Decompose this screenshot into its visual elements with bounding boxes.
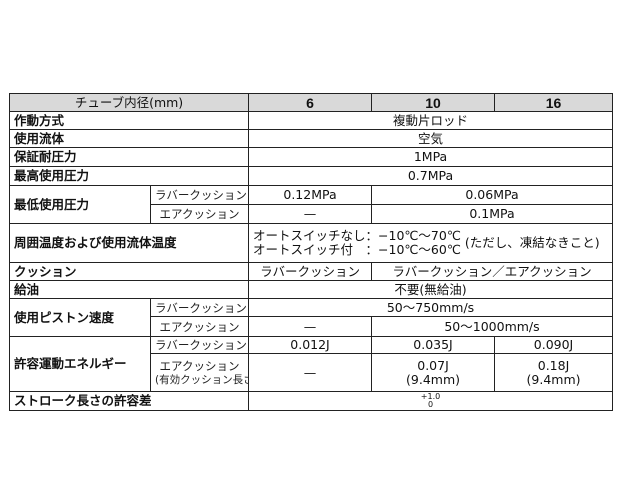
label-lubrication: 給油 <box>8 280 250 299</box>
value-speed-air-6: — <box>248 316 373 337</box>
sublabel-air: エアクッション <box>149 204 250 224</box>
cushion-length-10: (9.4mm) <box>406 371 461 387</box>
label-piston-speed: 使用ピストン速度 <box>9 298 151 337</box>
value-cushion-10-16: ラバークッション／エアクッション <box>371 262 614 281</box>
temp-line-1: オートスイッチなし：−10℃〜70℃ <box>253 228 461 243</box>
stroke-upper: +1.0 <box>420 392 441 401</box>
value-min-air-10-16: 0.1MPa <box>371 204 614 224</box>
row-max-pressure: 最高使用圧力 0.7MPa <box>8 166 614 186</box>
value-fluid: 空気 <box>248 129 614 148</box>
header-row: チューブ内径(mm) 6 10 16 <box>8 93 614 112</box>
value-energy-air-16: 0.18J (9.4mm) <box>494 353 614 392</box>
label-min-pressure: 最低使用圧力 <box>9 185 151 224</box>
temp-note: (ただし、凍結なきこと) <box>464 235 600 250</box>
value-speed-rubber: 50〜750mm/s <box>248 298 614 317</box>
value-min-rubber-6: 0.12MPa <box>248 185 373 205</box>
label-cushion: クッション <box>8 262 250 281</box>
value-energy-rubber-16: 0.090J <box>494 336 614 354</box>
sublabel-air-cushion-length: エアクッション (有効クッション長さ) <box>149 353 250 392</box>
header-size-6: 6 <box>248 93 373 112</box>
energy-air-10: 0.07J <box>417 357 449 373</box>
sublabel-rubber: ラバークッション <box>149 185 250 205</box>
value-proof: 1MPa <box>248 147 614 167</box>
row-action: 作動方式 複動片ロッド <box>8 111 614 130</box>
row-energy-rubber: 許容運動エネルギー ラバークッション 0.012J 0.035J 0.090J <box>9 336 614 392</box>
row-speed-air: エアクッション — 50〜1000mm/s <box>10 316 614 337</box>
header-size-16: 16 <box>494 93 614 112</box>
header-size-10: 10 <box>371 93 496 112</box>
sublabel-air: エアクッション <box>159 358 240 373</box>
sublabel-air: エアクッション <box>149 316 250 337</box>
energy-air-16: 0.18J <box>537 357 570 373</box>
label-action: 作動方式 <box>8 111 250 130</box>
value-lubrication: 不要(無給油) <box>248 280 614 299</box>
value-stroke: +1.0 0 <box>248 391 614 411</box>
row-temperature: 周囲温度および使用流体温度 オートスイッチなし：−10℃〜70℃ オートスイッチ付… <box>8 223 614 263</box>
row-lubrication: 給油 不要(無給油) <box>8 280 614 299</box>
cushion-length-16: (9.4mm) <box>526 371 581 387</box>
spec-table: チューブ内径(mm) 6 10 16 作動方式 複動片ロッド 使用流体 空気 保… <box>8 93 614 411</box>
value-speed-air-10-16: 50〜1000mm/s <box>371 316 614 337</box>
value-max-pressure: 0.7MPa <box>248 166 614 186</box>
value-action: 複動片ロッド <box>248 111 614 130</box>
label-energy: 許容運動エネルギー <box>9 336 151 392</box>
sublabel-rubber: ラバークッション <box>149 298 250 317</box>
value-min-rubber-10-16: 0.06MPa <box>371 185 614 205</box>
label-proof: 保証耐圧力 <box>8 147 250 167</box>
value-energy-rubber-6: 0.012J <box>248 336 373 354</box>
label-max-pressure: 最高使用圧力 <box>8 166 250 186</box>
value-energy-rubber-10: 0.035J <box>371 336 496 354</box>
value-min-air-6: — <box>248 204 373 224</box>
row-min-pressure-rubber: 最低使用圧力 ラバークッション 0.12MPa 0.06MPa <box>9 185 614 224</box>
value-energy-air-10: 0.07J (9.4mm) <box>371 353 496 392</box>
row-fluid: 使用流体 空気 <box>8 129 614 148</box>
label-temperature: 周囲温度および使用流体温度 <box>8 223 250 263</box>
sublabel-rubber: ラバークッション <box>149 336 250 354</box>
temp-line-2: オートスイッチ付 ：−10℃〜60℃ <box>253 242 461 257</box>
header-bore-label: チューブ内径(mm) <box>8 93 250 112</box>
label-stroke: ストローク長さの許容差 <box>8 391 250 411</box>
row-speed-rubber: 使用ピストン速度 ラバークッション 50〜750mm/s <box>9 298 614 337</box>
value-energy-air-6: — <box>248 353 373 392</box>
row-cushion: クッション ラバークッション ラバークッション／エアクッション <box>8 262 614 281</box>
value-temperature: オートスイッチなし：−10℃〜70℃ オートスイッチ付 ：−10℃〜60℃ (ただし… <box>248 223 614 263</box>
label-fluid: 使用流体 <box>8 129 250 148</box>
row-proof: 保証耐圧力 1MPa <box>8 147 614 167</box>
row-stroke: ストローク長さの許容差 +1.0 0 <box>8 391 614 411</box>
sublabel-cushion-length: (有効クッション長さ) <box>155 373 249 386</box>
value-cushion-6: ラバークッション <box>248 262 373 281</box>
stroke-lower: 0 <box>427 400 434 409</box>
